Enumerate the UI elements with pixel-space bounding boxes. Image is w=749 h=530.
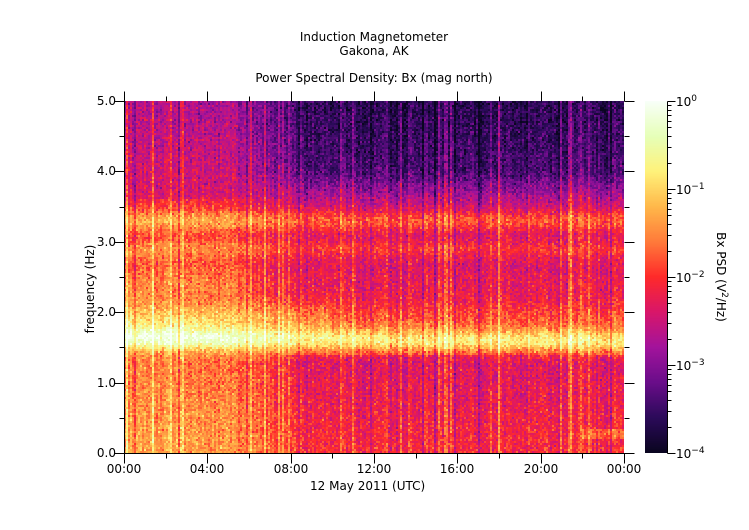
chart-title-line2: Gakona, AK	[339, 44, 409, 58]
chart-subtitle: Power Spectral Density: Bx (mag north)	[255, 71, 493, 85]
y-tick-label: 1.0	[96, 376, 116, 390]
colorbar-tick-label: 10−2	[676, 270, 705, 286]
x-tick-label: 00:00	[106, 462, 142, 476]
y-axis-label: frequency (Hz)	[83, 244, 97, 334]
x-tick-label: 08:00	[273, 462, 309, 476]
x-axis-label: 12 May 2011 (UTC)	[310, 479, 426, 493]
colorbar-label: Bx PSD (V2/Hz)	[714, 232, 729, 322]
y-tick-label: 0.0	[96, 446, 116, 460]
colorbar-tick-label: 10−3	[676, 358, 705, 374]
y-tick-label: 2.0	[96, 305, 116, 319]
y-tick-label: 5.0	[96, 94, 116, 108]
spectrogram-heatmap	[124, 101, 624, 453]
colorbar-gradient	[645, 101, 667, 453]
colorbar-tick-label: 100	[676, 94, 698, 110]
x-tick-label: 04:00	[189, 462, 225, 476]
y-tick-label: 3.0	[96, 235, 116, 249]
chart-title-line1: Induction Magnetometer	[299, 30, 449, 44]
x-tick-label: 12:00	[356, 462, 392, 476]
colorbar-tick-label: 10−1	[676, 182, 705, 198]
colorbar-tick-label: 10−4	[676, 446, 705, 462]
x-tick-label: 20:00	[523, 462, 559, 476]
x-tick-label: 16:00	[439, 462, 475, 476]
x-tick-label: 00:00	[606, 462, 642, 476]
y-tick-label: 4.0	[96, 164, 116, 178]
